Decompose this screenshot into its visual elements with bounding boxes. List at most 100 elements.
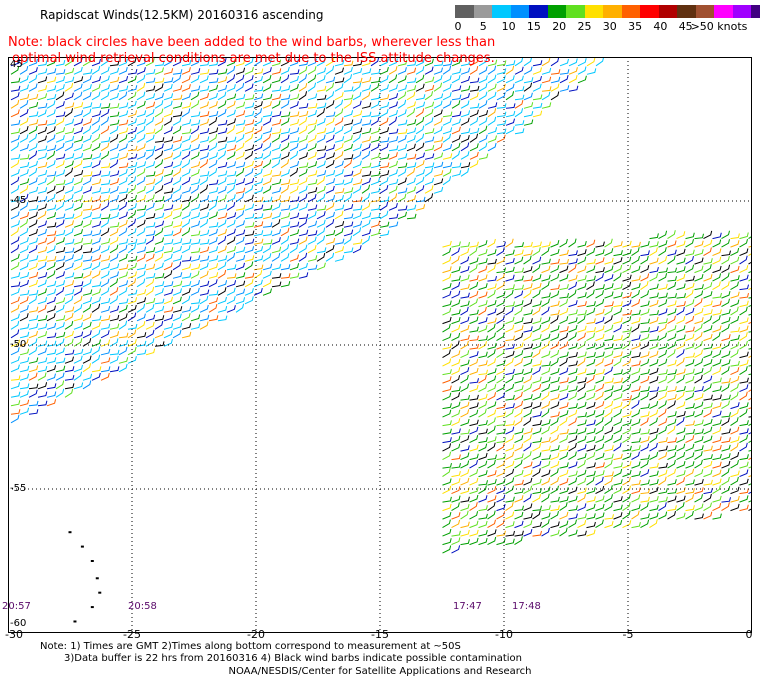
wind-barb xyxy=(559,316,569,325)
wind-barb xyxy=(325,178,336,186)
wind-barb xyxy=(523,461,533,469)
wind-barb xyxy=(55,84,65,92)
wind-barb xyxy=(730,265,740,274)
wind-barb xyxy=(604,343,614,350)
wind-barb xyxy=(316,134,326,143)
wind-barb xyxy=(703,493,712,503)
wind-barb xyxy=(181,102,192,109)
wind-barb xyxy=(739,442,748,452)
wind-barb xyxy=(730,233,740,240)
wind-barb xyxy=(325,76,336,84)
wind-barb xyxy=(685,232,695,240)
wind-barb xyxy=(460,265,470,274)
wind-barb xyxy=(37,261,47,271)
wind-barb xyxy=(280,253,290,262)
wind-barb xyxy=(352,91,362,101)
wind-barb xyxy=(559,434,569,444)
wind-barb xyxy=(640,280,649,291)
wind-barb xyxy=(451,170,462,177)
wind-barb xyxy=(469,316,479,325)
wind-barb xyxy=(451,478,461,486)
wind-barb xyxy=(82,211,92,220)
wind-barb xyxy=(91,103,102,109)
wind-barb xyxy=(397,144,408,152)
wind-barb xyxy=(559,502,568,512)
wind-barb xyxy=(379,201,389,211)
wind-barb xyxy=(199,203,210,211)
wind-barb xyxy=(451,142,461,152)
wind-barb xyxy=(271,187,282,194)
wind-barb xyxy=(208,187,219,194)
wind-barb xyxy=(109,236,119,245)
wind-barb xyxy=(586,452,596,461)
wind-barb xyxy=(199,68,210,75)
wind-barb xyxy=(64,228,74,237)
wind-barb xyxy=(28,409,39,415)
wind-barb xyxy=(388,169,398,177)
wind-barb xyxy=(514,443,524,452)
wind-barb xyxy=(496,103,507,109)
wind-barb xyxy=(730,275,740,282)
wind-barb xyxy=(118,211,128,220)
wind-barb xyxy=(469,264,478,274)
wind-barb xyxy=(217,91,227,101)
wind-barb xyxy=(163,221,174,228)
wind-barb xyxy=(172,280,183,288)
wind-barb xyxy=(271,178,282,186)
wind-barb xyxy=(523,375,533,384)
wind-barb xyxy=(595,417,604,427)
wind-barb xyxy=(631,323,640,333)
wind-barb xyxy=(127,75,137,84)
wind-barb xyxy=(73,110,84,118)
wind-barb xyxy=(334,220,345,228)
wind-barb xyxy=(469,409,479,418)
wind-barb xyxy=(298,193,308,203)
wind-barb xyxy=(370,187,381,194)
wind-barb xyxy=(550,325,560,333)
wind-barb xyxy=(100,278,110,288)
wind-barb xyxy=(235,110,246,118)
wind-barb xyxy=(64,213,75,220)
colorbar-swatch xyxy=(751,5,760,18)
wind-barb xyxy=(145,134,155,143)
wind-barb xyxy=(190,184,200,194)
wind-barb xyxy=(172,194,182,203)
wind-barb xyxy=(208,101,218,109)
wind-barb xyxy=(217,127,228,135)
wind-barb xyxy=(415,185,425,194)
wind-barb xyxy=(532,411,542,418)
wind-barb xyxy=(370,136,381,143)
wind-barb xyxy=(442,60,453,67)
wind-barb xyxy=(109,143,119,152)
wind-barb xyxy=(487,495,497,503)
wind-barb xyxy=(469,257,479,265)
wind-barb xyxy=(352,67,363,75)
wind-barb xyxy=(550,284,560,291)
wind-barb xyxy=(739,292,749,299)
wind-barb xyxy=(721,316,731,325)
wind-barb xyxy=(595,485,605,495)
wind-barb xyxy=(82,102,93,109)
wind-barb xyxy=(649,299,659,308)
wind-barb xyxy=(37,228,47,237)
wind-barb xyxy=(145,171,156,177)
wind-barb xyxy=(352,211,362,220)
wind-barb xyxy=(73,143,83,152)
wind-barb xyxy=(469,117,479,126)
wind-barb xyxy=(397,99,407,109)
wind-barb xyxy=(406,67,417,75)
wind-barb xyxy=(532,256,542,265)
wind-barb xyxy=(739,274,749,282)
wind-barb xyxy=(262,111,273,118)
wind-barb xyxy=(748,499,752,503)
wind-barb xyxy=(514,256,524,265)
wind-barb xyxy=(82,289,93,296)
wind-barb xyxy=(514,66,524,75)
wind-barb xyxy=(10,296,20,305)
wind-barb xyxy=(613,462,623,469)
wind-barb xyxy=(361,212,372,220)
wind-barb xyxy=(127,118,137,126)
wind-barb xyxy=(496,460,506,469)
wind-barb xyxy=(163,126,173,135)
wind-barb xyxy=(676,325,686,333)
